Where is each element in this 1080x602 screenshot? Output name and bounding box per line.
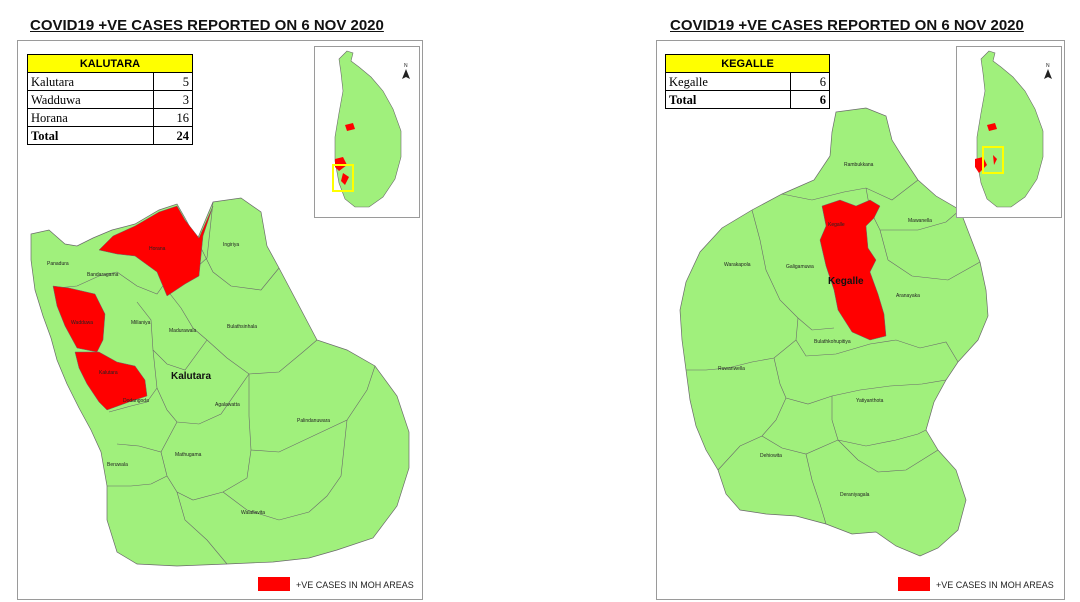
moh-label: Aranayaka <box>896 293 920 299</box>
moh-label: Kalutara <box>99 370 118 376</box>
table-total-row: Total 6 <box>665 90 830 109</box>
kalutara-district-map: Panadura Bandaragama Horana Ingiriya Wad… <box>30 197 410 567</box>
sri-lanka-inset-map: N <box>314 46 420 218</box>
legend-swatch <box>258 577 290 591</box>
moh-label: Wadduwa <box>71 320 93 326</box>
moh-label: Bulathkohupitiya <box>814 339 851 345</box>
moh-label: Horana <box>149 246 166 252</box>
left-map-title: COVID19 +VE CASES REPORTED ON 6 NOV 2020 <box>30 17 384 34</box>
moh-label: Kegalle <box>828 222 845 228</box>
table-row: Horana 16 <box>27 108 193 127</box>
north-arrow-icon: N <box>402 63 410 79</box>
kegalle-outline <box>679 107 989 557</box>
table-total-row: Total 24 <box>27 126 193 145</box>
moh-label: Palindanuwara <box>297 418 330 424</box>
moh-label: Bandaragama <box>87 272 119 278</box>
right-map-title: COVID19 +VE CASES REPORTED ON 6 NOV 2020 <box>670 17 1024 34</box>
district-label: Kalutara <box>171 371 211 382</box>
moh-label: Walallavita <box>241 510 265 516</box>
table-header: KEGALLE <box>665 54 830 73</box>
left-moh-labels: Panadura Bandaragama Horana Ingiriya Wad… <box>47 242 330 516</box>
moh-label: Warakapola <box>724 262 751 268</box>
moh-label: Ruwanwella <box>718 366 745 372</box>
horana-positive-area <box>98 205 214 297</box>
moh-label: Millaniya <box>131 320 151 326</box>
moh-label: Yatiyanthota <box>856 398 884 404</box>
svg-text:N: N <box>404 63 408 69</box>
legend-label: +VE CASES IN MOH AREAS <box>936 580 1054 590</box>
table-row: Kegalle 6 <box>665 72 830 91</box>
kalutara-cases-table: KALUTARA Kalutara 5 Wadduwa 3 Horana 16 Tot… <box>27 54 193 145</box>
kalutara-outline <box>30 197 410 567</box>
moh-label: Deraniyagala <box>840 492 870 498</box>
moh-label: Panadura <box>47 261 69 267</box>
moh-label: Agalawatta <box>215 402 240 408</box>
kalutara-positive-area <box>74 351 148 411</box>
moh-label: Ingiriya <box>223 242 239 248</box>
svg-text:N: N <box>1046 63 1050 69</box>
legend-label: +VE CASES IN MOH AREAS <box>296 580 414 590</box>
kegalle-positive-area <box>819 199 887 341</box>
table-header: KALUTARA <box>27 54 193 73</box>
moh-label: Rambukkana <box>844 162 874 168</box>
moh-label: Dehiowita <box>760 453 782 459</box>
moh-label: Mawanella <box>908 218 932 224</box>
moh-label: Galigamuwa <box>786 264 814 270</box>
moh-label: Beruwala <box>107 462 128 468</box>
north-arrow-icon: N <box>1044 63 1052 79</box>
table-row: Wadduwa 3 <box>27 90 193 109</box>
moh-label: Dodangoda <box>123 398 149 404</box>
moh-label: Bulathsinhala <box>227 324 257 330</box>
sri-lanka-inset-map: N <box>956 46 1062 218</box>
moh-label: Madurawala <box>169 328 196 334</box>
district-label: Kegalle <box>828 276 864 287</box>
wadduwa-positive-area <box>52 285 106 353</box>
right-moh-labels: Rambukkana Kegalle Mawanella Warakapola … <box>718 162 932 498</box>
legend-swatch <box>898 577 930 591</box>
kegalle-cases-table: KEGALLE Kegalle 6 Total 6 <box>665 54 830 109</box>
table-row: Kalutara 5 <box>27 72 193 91</box>
moh-label: Mathugama <box>175 452 202 458</box>
kegalle-district-map: Rambukkana Kegalle Mawanella Warakapola … <box>679 107 989 557</box>
